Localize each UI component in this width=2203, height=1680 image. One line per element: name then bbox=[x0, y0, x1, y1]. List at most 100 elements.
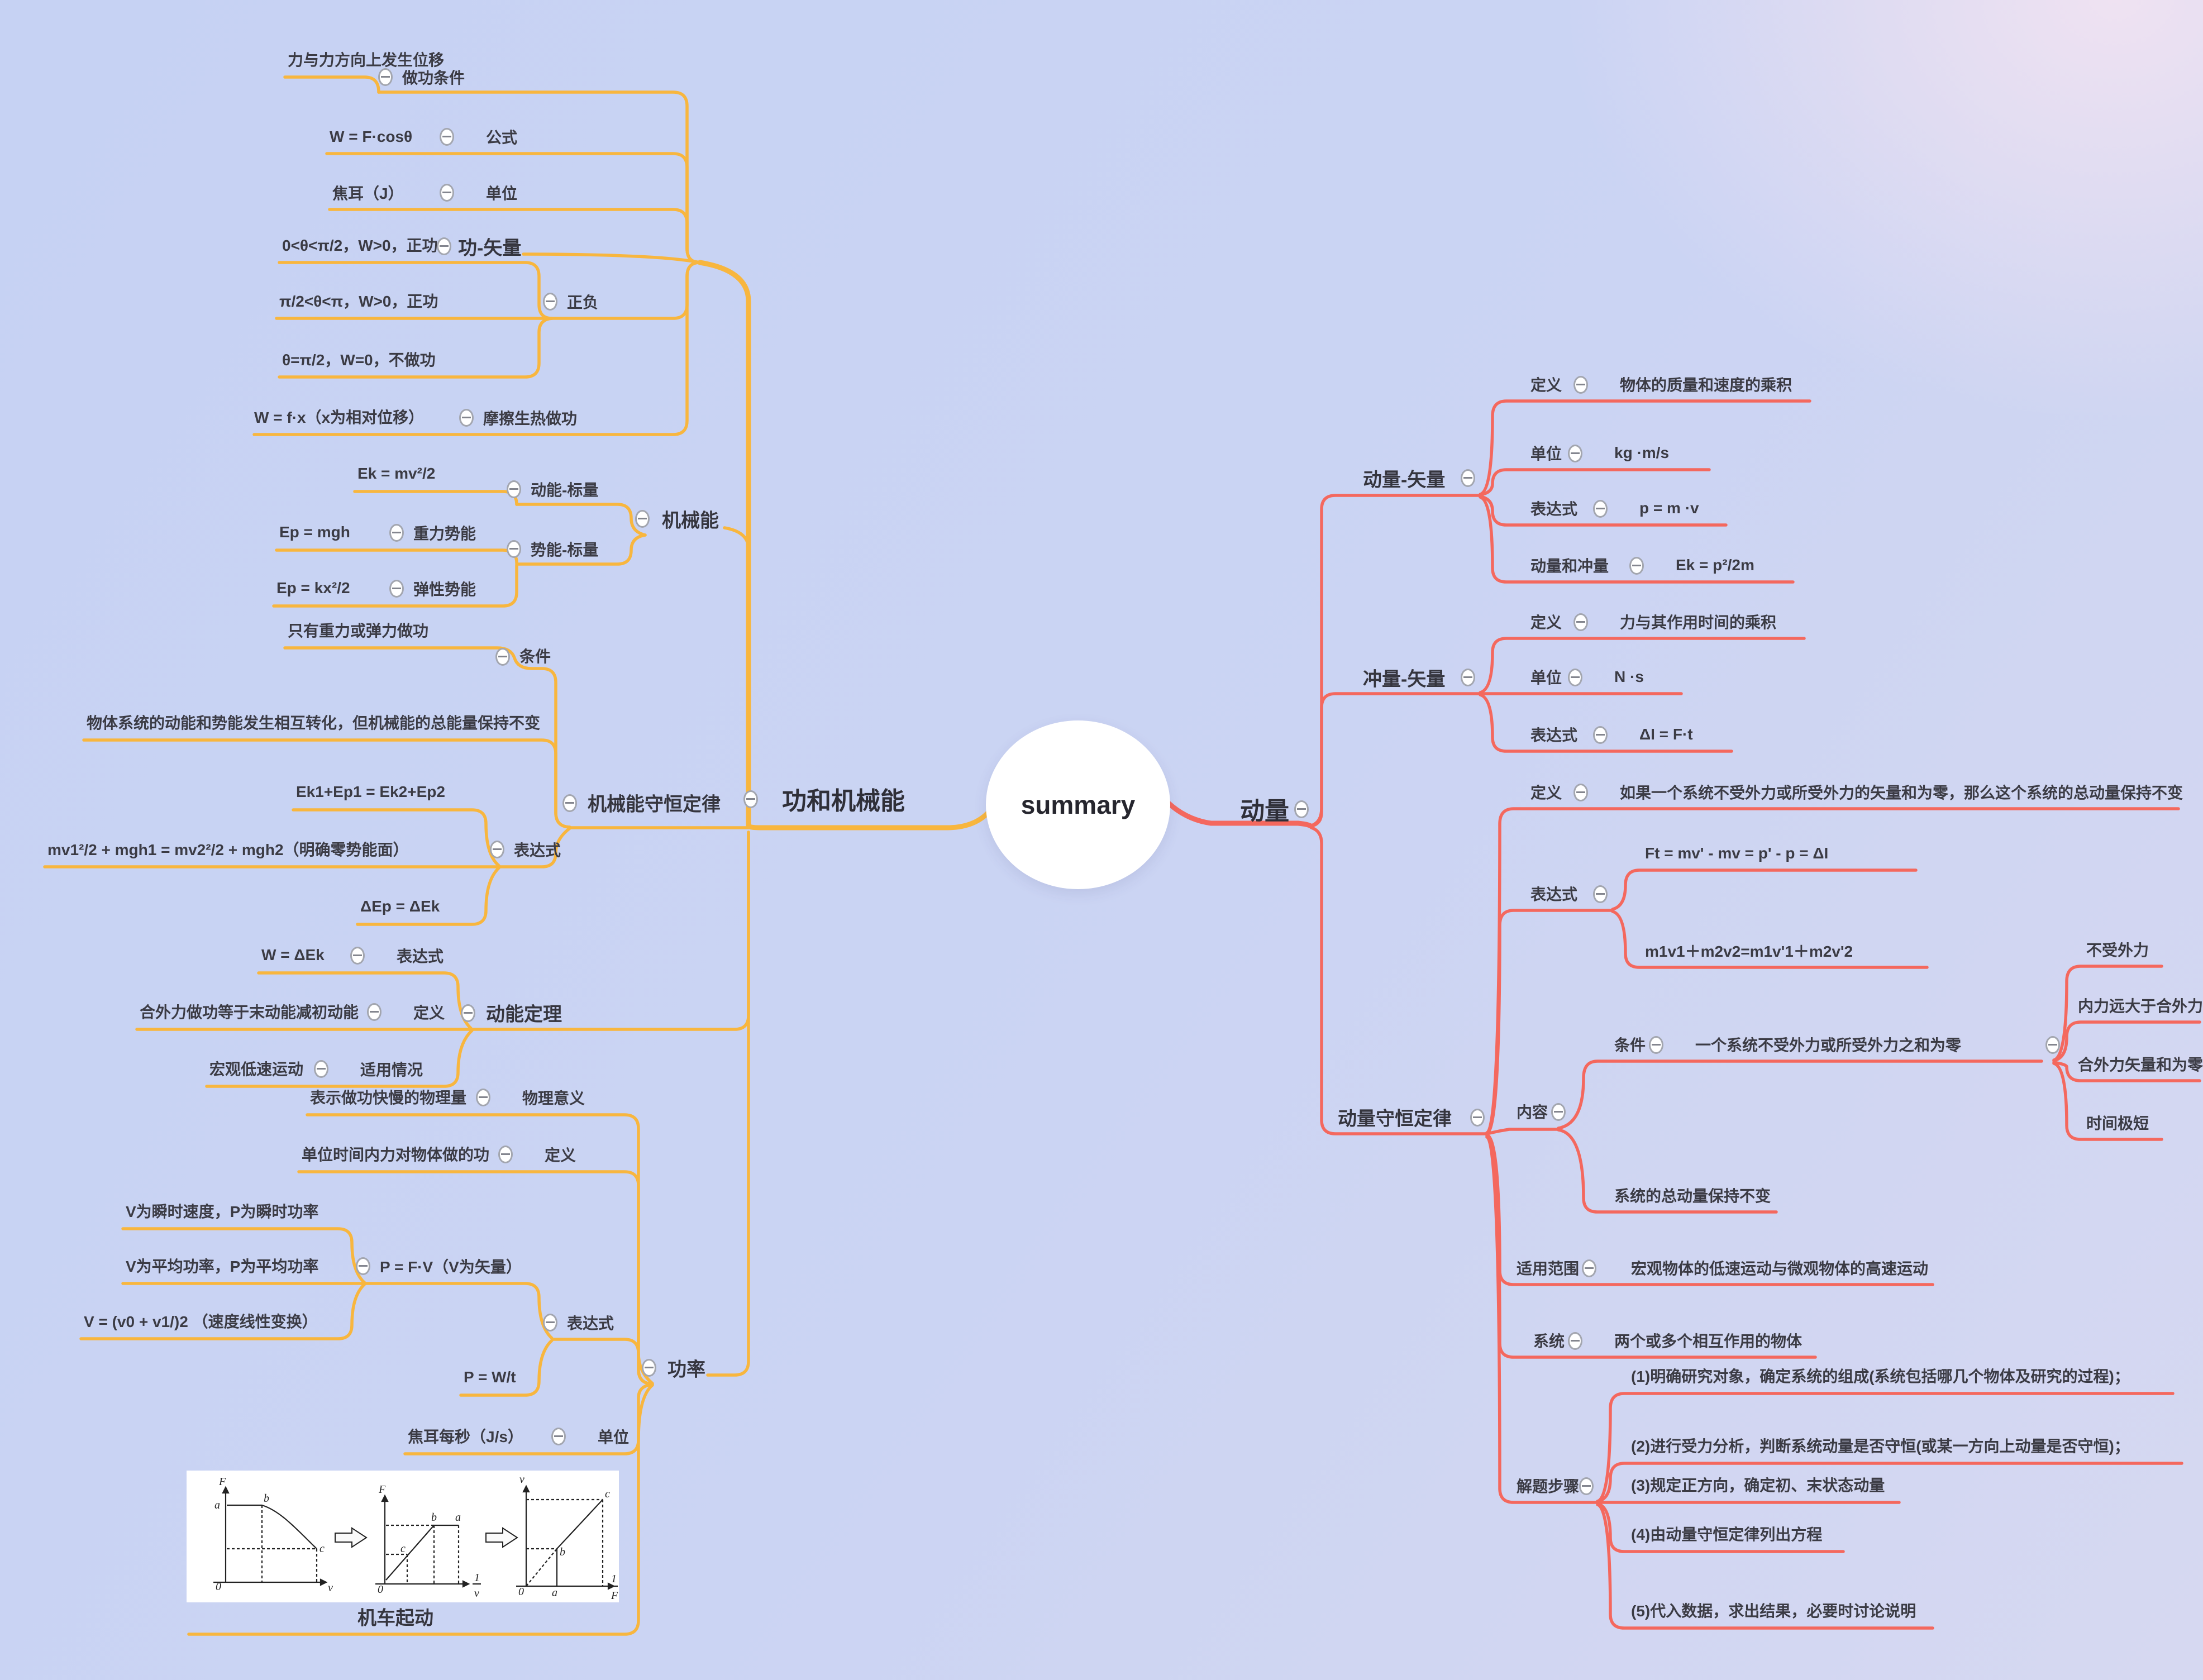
node-potential-key[interactable]: 势能-标量 bbox=[531, 541, 599, 559]
collapse-icon[interactable] bbox=[490, 841, 504, 858]
group-power[interactable]: 功率 bbox=[667, 1359, 705, 1381]
node-work-unit-key[interactable]: 单位 bbox=[486, 185, 518, 202]
collapse-icon[interactable] bbox=[1461, 469, 1475, 487]
node-work-condition-value[interactable]: 力与力方向上发生位移 bbox=[288, 51, 445, 69]
node-conservation-expr-2[interactable]: mv1²/2 + mgh1 = mv2²/2 + mgh2（明确零势能面） bbox=[47, 841, 409, 858]
node-conservation-condition-value[interactable]: 只有重力或弹力做功 bbox=[288, 622, 429, 639]
collapse-icon[interactable] bbox=[314, 1060, 328, 1078]
node-pfv-item-3[interactable]: V = (v0 + v1/)2 （速度线性变换） bbox=[84, 1313, 318, 1330]
node-momentum-unit-value[interactable]: kg ·m/s bbox=[1614, 444, 1670, 461]
node-momentum-def-value[interactable]: 物体的质量和速度的乘积 bbox=[1620, 376, 1792, 394]
node-mcl-system-value[interactable]: 两个或多个相互作用的物体 bbox=[1614, 1333, 1803, 1350]
topic-momentum[interactable]: 动量 bbox=[1240, 798, 1289, 825]
collapse-icon[interactable] bbox=[551, 1428, 566, 1445]
node-mcl-step-2[interactable]: (2)进行受力分析，判断系统动量是否守恒(或某一方向上动量是否守恒)； bbox=[1631, 1438, 2130, 1455]
node-power-def-value[interactable]: 单位时间内力对物体做的功 bbox=[302, 1146, 490, 1163]
collapse-icon[interactable] bbox=[461, 1004, 475, 1022]
collapse-icon[interactable] bbox=[1470, 1109, 1485, 1127]
node-impulse-expr-key[interactable]: 表达式 bbox=[1530, 727, 1578, 744]
node-work-energy-scope-key[interactable]: 适用情况 bbox=[360, 1061, 423, 1078]
node-mcl-def-value[interactable]: 如果一个系统不受外力或所受外力的矢量和为零，那么这个系统的总动量保持不变 bbox=[1620, 784, 2183, 801]
node-kinetic-key[interactable]: 动能-标量 bbox=[531, 481, 599, 499]
node-mcl-scope-key[interactable]: 适用范围 bbox=[1517, 1260, 1580, 1277]
collapse-icon[interactable] bbox=[1582, 1259, 1596, 1277]
collapse-icon[interactable] bbox=[440, 128, 454, 146]
group-work-energy-theorem[interactable]: 动能定理 bbox=[486, 1004, 562, 1025]
node-mcl-step-1[interactable]: (1)明确研究对象，确定系统的组成(系统包括哪几个物体及研究的过程)； bbox=[1631, 1368, 2130, 1385]
group-mechanical-energy[interactable]: 机械能 bbox=[662, 510, 719, 532]
node-mcl-steps-key[interactable]: 解题步骤 bbox=[1517, 1478, 1580, 1495]
collapse-icon[interactable] bbox=[1593, 885, 1608, 903]
collapse-icon[interactable] bbox=[495, 648, 510, 666]
node-momentum-expr-key[interactable]: 表达式 bbox=[1530, 500, 1578, 518]
collapse-icon[interactable] bbox=[743, 790, 758, 808]
node-work-energy-expr-key[interactable]: 表达式 bbox=[397, 948, 444, 965]
node-power-unit-key[interactable]: 单位 bbox=[598, 1429, 630, 1446]
node-mcl-condition-key[interactable]: 条件 bbox=[1614, 1037, 1646, 1054]
group-momentum-conservation-law[interactable]: 动量守恒定律 bbox=[1338, 1108, 1452, 1130]
node-pfv-item-1[interactable]: V为瞬时速度，P为瞬时功率 bbox=[126, 1203, 319, 1220]
node-momentum-def-key[interactable]: 定义 bbox=[1530, 376, 1562, 394]
collapse-icon[interactable] bbox=[389, 524, 404, 542]
collapse-icon[interactable] bbox=[1573, 613, 1588, 631]
node-work-unit-value[interactable]: 焦耳（J） bbox=[332, 185, 404, 202]
node-sign-item-1[interactable]: 0<θ<π/2，W>0，正功 bbox=[282, 237, 438, 254]
group-energy-conservation-law[interactable]: 机械能守恒定律 bbox=[588, 794, 721, 815]
node-work-energy-def-value[interactable]: 合外力做功等于末动能减初动能 bbox=[140, 1004, 359, 1021]
node-mcl-expr-1[interactable]: Ft = mv' - mv = p' - p = ΔI bbox=[1645, 844, 1829, 862]
node-work-formula-value[interactable]: W = F·cosθ bbox=[330, 128, 413, 145]
collapse-icon[interactable] bbox=[389, 580, 404, 598]
collapse-icon[interactable] bbox=[1579, 1477, 1594, 1495]
node-work-condition-key[interactable]: 做功条件 bbox=[402, 69, 465, 87]
node-mcl-content-key[interactable]: 内容 bbox=[1517, 1104, 1548, 1121]
node-pwt[interactable]: P = W/t bbox=[464, 1368, 516, 1386]
collapse-icon[interactable] bbox=[367, 1003, 382, 1021]
collapse-icon[interactable] bbox=[1573, 784, 1588, 801]
collapse-icon[interactable] bbox=[2045, 1036, 2060, 1054]
node-work-energy-scope-value[interactable]: 宏观低速运动 bbox=[209, 1061, 304, 1078]
node-sign-key[interactable]: 正负 bbox=[567, 294, 599, 311]
node-mcl-system-key[interactable]: 系统 bbox=[1533, 1333, 1565, 1350]
node-conservation-expr-1[interactable]: Ek1+Ep1 = Ek2+Ep2 bbox=[296, 783, 445, 800]
node-mcl-expr-2[interactable]: m1v1＋m2v2=m1v'1＋m2v'2 bbox=[1645, 943, 1853, 960]
collapse-icon[interactable] bbox=[1573, 376, 1588, 394]
collapse-icon[interactable] bbox=[1593, 726, 1608, 744]
collapse-icon[interactable] bbox=[350, 947, 365, 965]
collapse-icon[interactable] bbox=[1593, 500, 1608, 518]
collapse-icon[interactable] bbox=[543, 293, 557, 311]
collapse-icon[interactable] bbox=[356, 1257, 370, 1275]
root-node[interactable]: summary bbox=[986, 720, 1170, 889]
node-mcl-cond-item-4[interactable]: 时间极短 bbox=[2086, 1115, 2149, 1132]
node-mcl-cond-item-1[interactable]: 不受外力 bbox=[2086, 942, 2149, 959]
group-impulse-vector[interactable]: 冲量-矢量 bbox=[1363, 669, 1446, 690]
node-pfv-item-2[interactable]: V为平均功率，P为平均功率 bbox=[126, 1258, 319, 1275]
node-work-energy-def-key[interactable]: 定义 bbox=[413, 1004, 445, 1022]
node-friction-value[interactable]: W = f·x（x为相对位移） bbox=[254, 409, 425, 426]
node-conservation-condition-key[interactable]: 条件 bbox=[519, 648, 551, 665]
node-sign-item-2[interactable]: π/2<θ<π，W>0，正功 bbox=[279, 293, 438, 310]
collapse-icon[interactable] bbox=[437, 237, 451, 255]
collapse-icon[interactable] bbox=[459, 409, 474, 427]
collapse-icon[interactable] bbox=[543, 1314, 557, 1331]
node-momentum-impulse-key[interactable]: 动量和冲量 bbox=[1530, 557, 1609, 575]
collapse-icon[interactable] bbox=[1294, 800, 1309, 818]
collapse-icon[interactable] bbox=[1461, 669, 1475, 686]
node-mcl-cond-item-2[interactable]: 内力远大于合外力 bbox=[2078, 997, 2203, 1015]
node-work-energy-expr-value[interactable]: W = ΔEk bbox=[261, 946, 325, 963]
node-mcl-step-4[interactable]: (4)由动量守恒定律列出方程 bbox=[1631, 1526, 1823, 1543]
node-momentum-impulse-value[interactable]: Ek = p²/2m bbox=[1676, 556, 1754, 574]
node-impulse-def-key[interactable]: 定义 bbox=[1530, 614, 1562, 631]
collapse-icon[interactable] bbox=[635, 510, 650, 528]
node-mcl-expr-key[interactable]: 表达式 bbox=[1530, 886, 1578, 903]
node-power-meaning-value[interactable]: 表示做功快慢的物理量 bbox=[310, 1089, 467, 1106]
collapse-icon[interactable] bbox=[1649, 1036, 1663, 1054]
node-sign-item-3[interactable]: θ=π/2，W=0，不做功 bbox=[282, 351, 436, 369]
node-pfv-key[interactable]: P = F·V（V为矢量） bbox=[380, 1258, 522, 1276]
group-momentum-vector[interactable]: 动量-矢量 bbox=[1363, 469, 1446, 491]
node-friction-key[interactable]: 摩擦生热做功 bbox=[483, 410, 578, 427]
collapse-icon[interactable] bbox=[1568, 669, 1582, 686]
node-conservation-description[interactable]: 物体系统的动能和势能发生相互转化，但机械能的总能量保持不变 bbox=[87, 714, 541, 732]
collapse-icon[interactable] bbox=[1629, 557, 1644, 575]
collapse-icon[interactable] bbox=[498, 1146, 513, 1163]
collapse-icon[interactable] bbox=[562, 794, 577, 812]
